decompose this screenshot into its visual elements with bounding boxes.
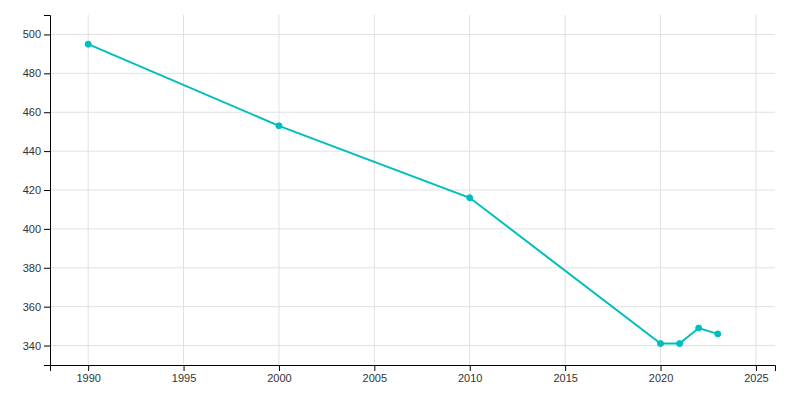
y-tick-label: 460: [23, 106, 41, 118]
x-tick-label: 2000: [267, 372, 291, 384]
x-tick-label: 1995: [172, 372, 196, 384]
plot: 1990 1995 2000 2005 2010 2015 2020 2025 340 360 38…: [23, 15, 776, 384]
point: [677, 341, 683, 347]
y-tick-label: 420: [23, 184, 41, 196]
x-tick-label: 2015: [553, 372, 577, 384]
y-tick-label: 440: [23, 145, 41, 157]
grid-line-y: [50, 267, 775, 268]
x-axis: 1990 1995 2000 2005 2010 2015 2020 2025: [51, 365, 776, 384]
x-tick: 2010: [458, 365, 482, 384]
y-axis: 340 360 380 400 420 440 460 480 500: [23, 16, 51, 366]
x-tick: 2005: [363, 365, 387, 384]
point: [467, 195, 473, 201]
point: [658, 341, 664, 347]
y-tick-mark: [44, 73, 50, 74]
y-tick: 360: [23, 301, 50, 313]
y-tick: 380: [23, 262, 50, 274]
grid: [50, 15, 775, 365]
point: [715, 331, 721, 337]
x-tick-label: 2005: [363, 372, 387, 384]
grid-line-y: [50, 112, 775, 113]
x-tick: 2015: [553, 365, 577, 384]
y-tick-label: 480: [23, 67, 41, 79]
y-tick-label: 360: [23, 301, 41, 313]
point: [276, 123, 282, 129]
y-tick-mark: [44, 34, 50, 35]
x-tick: 1995: [172, 365, 196, 384]
y-tick: 500: [23, 28, 50, 40]
y-tick-label: 500: [23, 28, 41, 40]
x-tick: 1990: [76, 365, 100, 384]
y-tick-label: 380: [23, 262, 41, 274]
chart-container: 1990 1995 2000 2005 2010 2015 2020 2025 340 360 38…: [0, 0, 800, 400]
x-tick-mark: [565, 365, 566, 371]
grid-line-y: [50, 306, 775, 307]
y-tick-mark: [44, 229, 50, 230]
x-tick: 2020: [649, 365, 673, 384]
y-tick-label: 400: [23, 223, 41, 235]
x-tick-label: 2020: [649, 372, 673, 384]
x-tick-label: 1990: [76, 372, 100, 384]
y-tick-label: 340: [23, 340, 41, 352]
x-tick: 2025: [744, 365, 768, 384]
point: [696, 325, 702, 331]
x-tick-mark: [661, 365, 662, 371]
grid-line-y: [50, 190, 775, 191]
x-tick-mark: [88, 365, 89, 371]
line: [88, 44, 718, 343]
y-tick: 480: [23, 67, 50, 79]
x-axis-line: [51, 366, 776, 372]
y-tick: 340: [23, 340, 50, 352]
y-tick-mark: [44, 307, 50, 308]
x-tick-mark: [374, 365, 375, 371]
point: [85, 41, 91, 47]
y-tick-mark: [44, 268, 50, 269]
y-tick-mark: [44, 190, 50, 191]
y-tick-mark: [44, 151, 50, 152]
x-tick-mark: [470, 365, 471, 371]
chart-svg: 1990 1995 2000 2005 2010 2015 2020 2025 340 360 38…: [0, 0, 800, 400]
marks: [85, 41, 721, 346]
y-axis-line: [44, 16, 51, 366]
y-tick: 420: [23, 184, 50, 196]
y-tick: 460: [23, 106, 50, 118]
x-tick-mark: [279, 365, 280, 371]
grid-line-y: [50, 151, 775, 152]
grid-line-y: [50, 228, 775, 229]
x-tick-mark: [184, 365, 185, 371]
x-tick: 2000: [267, 365, 291, 384]
grid-line-y: [50, 34, 775, 35]
x-tick-label: 2025: [744, 372, 768, 384]
x-tick-label: 2010: [458, 372, 482, 384]
grid-line-y: [50, 345, 775, 346]
y-tick: 440: [23, 145, 50, 157]
y-tick-mark: [44, 112, 50, 113]
y-tick: 400: [23, 223, 50, 235]
x-tick-mark: [756, 365, 757, 371]
y-tick-mark: [44, 346, 50, 347]
